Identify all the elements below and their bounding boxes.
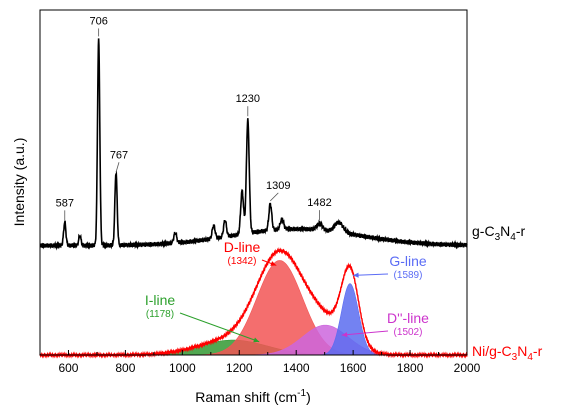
x-axis-title-main: Raman shift (cm bbox=[195, 389, 297, 405]
component-position-label: (1342) bbox=[228, 256, 257, 267]
peak-leader-line bbox=[115, 162, 120, 173]
component-label: D-line bbox=[224, 239, 261, 255]
x-tick-label: 600 bbox=[58, 361, 78, 375]
component-label: G-line bbox=[389, 253, 427, 269]
series-label-ni-g-c3n4-r-part-1: Ni/g-C bbox=[472, 343, 512, 359]
peak-label: 1309 bbox=[266, 180, 290, 192]
series-label-g-c3n4-r: g-C3N4-r bbox=[472, 223, 525, 243]
series-label-g-c3n4-r-part-1: g-C bbox=[472, 223, 495, 239]
series-label-ni-g-c3n4-r: Ni/g-C3N4-r bbox=[472, 343, 543, 363]
component-leader-line bbox=[341, 330, 389, 336]
component-label: D''-line bbox=[387, 310, 429, 326]
component-label: I-line bbox=[145, 292, 176, 308]
component-leader-line bbox=[353, 273, 389, 276]
peak-label: 706 bbox=[89, 15, 107, 27]
x-axis-title-suffix: ) bbox=[306, 389, 311, 405]
annotations-layer: 587706767123013091482I-line(1178)D-line(… bbox=[56, 15, 429, 343]
x-tick-label: 1600 bbox=[340, 361, 367, 375]
series-label-g-c3n4-r-part-5: -r bbox=[516, 223, 526, 239]
component-leader-line bbox=[179, 312, 260, 343]
series-line-g-c3n4-r bbox=[39, 38, 468, 251]
component-position-label: (1178) bbox=[146, 309, 174, 320]
y-axis-title: Intensity (a.u.) bbox=[11, 138, 27, 227]
component-arrowhead bbox=[270, 261, 277, 266]
x-axis-title-superscript: -1 bbox=[297, 388, 306, 399]
x-axis: 600 800 1000 1200 1400 1600 1800 2000 bbox=[39, 350, 481, 375]
series-label-ni-g-c3n4-r-part-4: 4 bbox=[527, 352, 533, 363]
series-label-g-c3n4-r-part-4: 4 bbox=[510, 232, 516, 243]
plot-frame bbox=[39, 9, 468, 356]
component-arrowhead bbox=[253, 337, 260, 343]
series-label-g-c3n4-r-part-2: 3 bbox=[495, 232, 501, 243]
component-arrowhead bbox=[353, 272, 359, 278]
peak-label: 767 bbox=[110, 149, 128, 161]
series-label-ni-g-c3n4-r-part-2: 3 bbox=[512, 352, 518, 363]
x-tick-label: 1000 bbox=[169, 361, 196, 375]
x-axis-title: Raman shift (cm-1) bbox=[195, 388, 311, 405]
peak-label: 1230 bbox=[236, 93, 260, 105]
component-position-label: (1502) bbox=[394, 327, 423, 338]
x-tick-label: 1800 bbox=[397, 361, 424, 375]
peak-label: 587 bbox=[56, 197, 74, 209]
component-position-label: (1589) bbox=[394, 270, 423, 281]
component-arrowhead bbox=[341, 332, 348, 338]
x-tick-label: 1200 bbox=[226, 361, 253, 375]
x-tick-label: 800 bbox=[115, 361, 135, 375]
series-label-g-c3n4-r-part-3: N bbox=[500, 223, 510, 239]
series-label-ni-g-c3n4-r-part-3: N bbox=[517, 343, 527, 359]
x-tick-label: 1400 bbox=[283, 361, 310, 375]
peak-label: 1482 bbox=[307, 197, 331, 209]
peak-leader-line bbox=[270, 192, 279, 202]
series-label-ni-g-c3n4-r-part-5: -r bbox=[533, 343, 543, 359]
x-tick-label: 2000 bbox=[454, 361, 481, 375]
